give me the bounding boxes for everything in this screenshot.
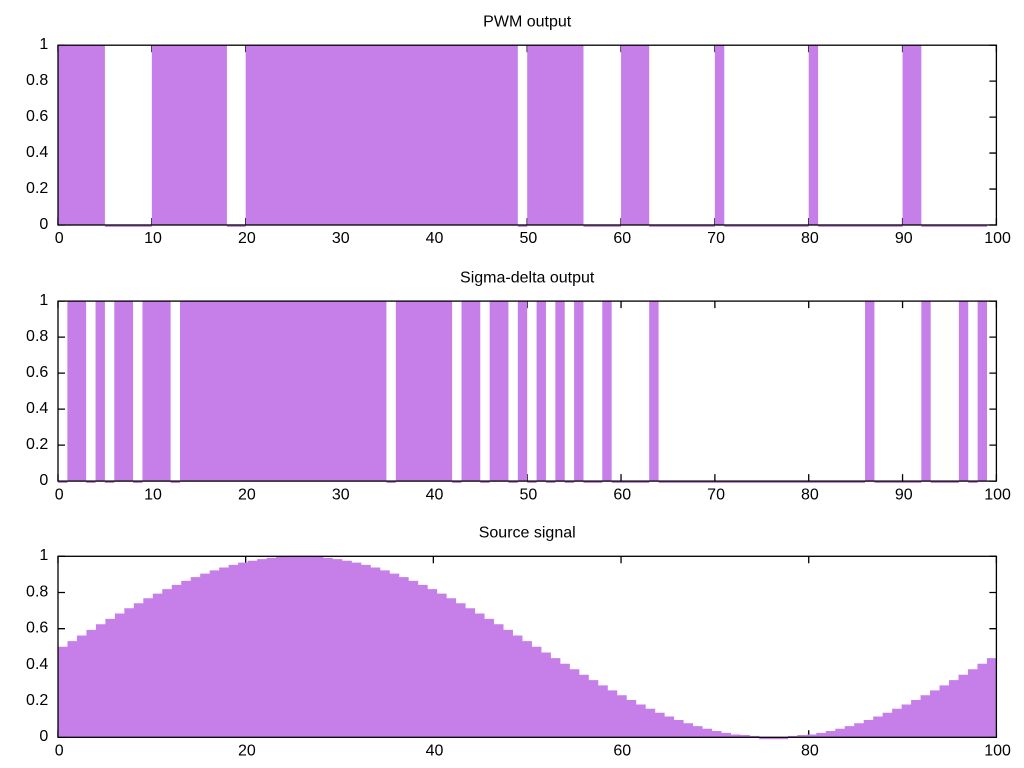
svg-text:Source signal: Source signal <box>479 525 576 542</box>
svg-text:Sigma-delta output: Sigma-delta output <box>460 270 595 287</box>
svg-text:0.4: 0.4 <box>26 144 48 161</box>
svg-text:0: 0 <box>55 230 64 247</box>
svg-text:PWM output: PWM output <box>483 14 572 31</box>
svg-text:70: 70 <box>707 486 725 503</box>
svg-text:90: 90 <box>895 486 913 503</box>
svg-text:0: 0 <box>39 216 48 233</box>
svg-text:0.2: 0.2 <box>26 180 48 197</box>
svg-text:80: 80 <box>801 743 819 760</box>
svg-text:0.8: 0.8 <box>26 583 48 600</box>
svg-text:1: 1 <box>39 292 48 309</box>
svg-text:0.2: 0.2 <box>26 436 48 453</box>
svg-text:0.6: 0.6 <box>26 108 48 125</box>
svg-text:0: 0 <box>55 486 64 503</box>
svg-text:0.8: 0.8 <box>26 72 48 89</box>
svg-text:0.8: 0.8 <box>26 328 48 345</box>
svg-text:30: 30 <box>332 486 350 503</box>
svg-text:0.4: 0.4 <box>26 400 48 417</box>
svg-text:40: 40 <box>426 230 444 247</box>
svg-text:70: 70 <box>707 230 725 247</box>
svg-text:90: 90 <box>895 230 913 247</box>
svg-text:0: 0 <box>55 743 64 760</box>
svg-text:10: 10 <box>144 486 162 503</box>
svg-text:20: 20 <box>238 743 256 760</box>
svg-text:50: 50 <box>520 230 538 247</box>
svg-text:0: 0 <box>39 472 48 489</box>
svg-text:80: 80 <box>801 230 819 247</box>
svg-text:0.6: 0.6 <box>26 364 48 381</box>
svg-text:0.4: 0.4 <box>26 656 48 673</box>
svg-text:100: 100 <box>984 486 1011 503</box>
svg-text:20: 20 <box>238 230 256 247</box>
svg-text:60: 60 <box>613 486 631 503</box>
svg-text:0.6: 0.6 <box>26 620 48 637</box>
svg-text:1: 1 <box>39 547 48 564</box>
svg-text:100: 100 <box>984 230 1011 247</box>
svg-text:0: 0 <box>39 728 48 745</box>
svg-text:50: 50 <box>520 486 538 503</box>
svg-text:60: 60 <box>613 230 631 247</box>
svg-text:0.2: 0.2 <box>26 692 48 709</box>
svg-text:10: 10 <box>144 230 162 247</box>
svg-text:40: 40 <box>426 743 444 760</box>
svg-text:100: 100 <box>984 743 1011 760</box>
svg-text:80: 80 <box>801 486 819 503</box>
svg-text:1: 1 <box>39 36 48 53</box>
svg-text:40: 40 <box>426 486 444 503</box>
svg-text:20: 20 <box>238 486 256 503</box>
svg-text:30: 30 <box>332 230 350 247</box>
svg-text:60: 60 <box>613 743 631 760</box>
